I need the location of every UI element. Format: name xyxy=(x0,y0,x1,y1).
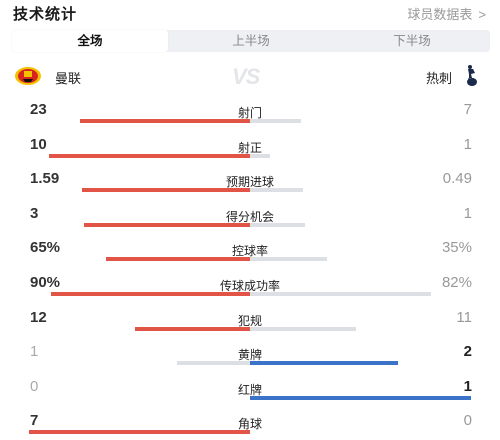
stat-row: 7 角球 0 xyxy=(0,411,500,440)
home-stat-track xyxy=(29,361,250,366)
away-stat-track xyxy=(250,222,471,227)
player-stats-link-label: 球员数据表 xyxy=(407,7,473,22)
stat-row: 90% 传球成功率 82% xyxy=(0,273,500,307)
away-stat-bar xyxy=(250,257,328,262)
teams-row: 曼联 VS 热刺 xyxy=(0,60,500,92)
home-stat-bar xyxy=(48,153,250,158)
home-stat-bar xyxy=(135,326,250,331)
home-stat-value: 65% xyxy=(30,239,61,257)
away-stat-value: 11 xyxy=(456,308,472,326)
away-stat-track xyxy=(250,119,471,123)
away-stat-bar xyxy=(250,292,432,296)
manchester-united-crest-icon xyxy=(15,67,41,85)
home-team-name: 曼联 xyxy=(55,71,82,86)
home-stat-value: 23 xyxy=(30,101,47,118)
stat-row: 0 红牌 1 xyxy=(0,377,500,411)
vs-watermark: VS xyxy=(232,64,260,89)
stat-row: 10 射正 1 xyxy=(0,135,500,169)
away-stat-value: 82% xyxy=(441,274,472,291)
away-stat-track xyxy=(250,257,471,262)
home-stat-track xyxy=(29,292,250,296)
away-team-name: 热刺 xyxy=(425,71,452,86)
stat-label: 射正 xyxy=(237,140,262,155)
away-stat-track xyxy=(250,292,471,296)
away-stat-track xyxy=(250,153,471,158)
away-stat-bar xyxy=(250,326,357,331)
away-stat-value: 1 xyxy=(463,377,472,395)
home-stat-value: 10 xyxy=(30,135,47,153)
tottenham-crest-icon xyxy=(467,65,477,86)
section-title: 技术统计 xyxy=(13,6,78,23)
stat-label: 犯规 xyxy=(237,313,262,328)
home-stat-track xyxy=(29,396,250,400)
home-stat-bar xyxy=(106,257,250,262)
player-stats-link[interactable]: 球员数据表 > xyxy=(407,4,486,23)
home-stat-track xyxy=(29,430,250,435)
stat-label: 角球 xyxy=(237,417,262,432)
home-stat-track xyxy=(29,257,250,262)
away-stat-track xyxy=(250,395,471,400)
away-stat-value: 7 xyxy=(463,101,472,118)
stat-row: 1 黄牌 2 xyxy=(0,342,500,376)
period-tabs: 全场 上半场 下半场 xyxy=(12,30,490,52)
home-stat-track xyxy=(29,188,250,193)
away-stat-bar xyxy=(250,361,399,366)
away-stat-value: 1 xyxy=(463,204,472,222)
stat-label: 黄牌 xyxy=(237,348,262,363)
stat-label: 预期进球 xyxy=(225,175,274,190)
stat-row: 3 得分机会 1 xyxy=(0,204,500,238)
stat-label: 射门 xyxy=(237,106,262,120)
away-stat-value: 2 xyxy=(463,343,472,361)
home-stat-track xyxy=(29,222,250,227)
stat-row: 23 射门 7 xyxy=(0,100,500,134)
home-stat-value: 0 xyxy=(30,377,39,395)
home-stat-bar xyxy=(177,361,250,366)
home-stat-track xyxy=(29,153,250,158)
stat-label: 红牌 xyxy=(237,382,262,397)
away-stat-track xyxy=(250,361,471,366)
away-stat-bar xyxy=(250,153,270,158)
away-stat-value: 1 xyxy=(463,135,472,153)
chevron-right-icon: > xyxy=(478,7,486,22)
away-stat-value: 0 xyxy=(463,412,472,430)
stat-label: 传球成功率 xyxy=(219,279,280,293)
away-stat-value: 0.49 xyxy=(442,170,472,188)
tab-second-half[interactable]: 下半场 xyxy=(393,34,431,48)
home-stat-bar xyxy=(51,292,250,296)
stat-row: 1.59 预期进球 0.49 xyxy=(0,169,500,203)
away-stat-track xyxy=(250,430,471,434)
away-stat-bar xyxy=(250,222,306,227)
home-stat-value: 1 xyxy=(30,343,39,361)
home-stat-track xyxy=(29,119,250,123)
home-stat-bar xyxy=(79,119,250,123)
away-stat-bar xyxy=(250,395,471,400)
home-stat-value: 90% xyxy=(30,274,61,291)
away-stat-track xyxy=(250,188,471,193)
home-stat-value: 12 xyxy=(30,308,47,326)
home-stat-value: 7 xyxy=(30,412,39,430)
stat-row: 12 犯规 11 xyxy=(0,308,500,342)
tab-first-half[interactable]: 上半场 xyxy=(232,34,270,48)
home-stat-value: 3 xyxy=(30,204,39,222)
away-stat-value: 35% xyxy=(441,239,472,257)
stat-label: 控球率 xyxy=(231,244,268,259)
home-stat-bar xyxy=(82,188,250,193)
tab-full-match[interactable]: 全场 xyxy=(12,30,168,52)
away-stat-bar xyxy=(250,188,304,193)
home-stat-bar xyxy=(29,430,250,435)
away-stat-bar xyxy=(250,119,301,123)
home-stat-track xyxy=(29,326,250,331)
home-stat-value: 1.59 xyxy=(30,170,60,188)
away-stat-track xyxy=(250,326,471,331)
header: 技术统计 球员数据表 > xyxy=(0,0,500,26)
stat-row: 65% 控球率 35% xyxy=(0,238,500,272)
stat-label: 得分机会 xyxy=(225,209,274,224)
home-stat-bar xyxy=(84,222,250,227)
